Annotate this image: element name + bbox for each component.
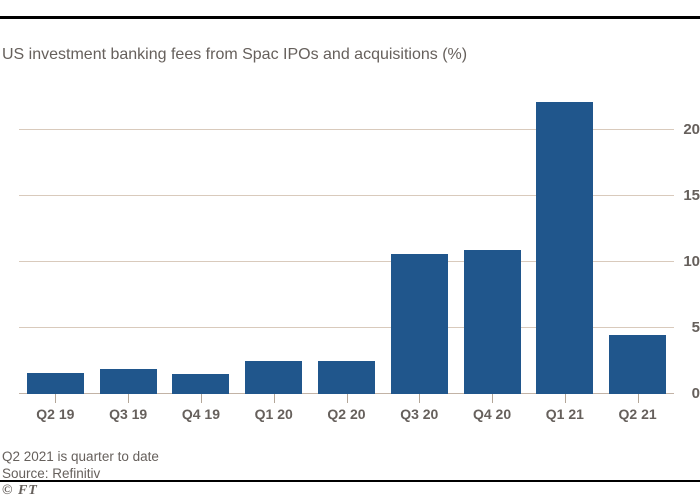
bar-q2-21 xyxy=(609,334,667,394)
plot-area: 0 5 10 15 20 Q2 19 Q3 19 Q4 19 Q1 20 Q2 20 Q3 20 Q4… xyxy=(19,95,700,422)
chart-title: US investment banking fees from Spac IPO… xyxy=(2,46,468,63)
bar-q1-21 xyxy=(536,102,594,394)
y-axis-label: 5 xyxy=(691,319,700,336)
x-axis-tick xyxy=(55,394,57,403)
y-axis-label: 0 xyxy=(691,385,700,402)
footnote: Q2 2021 is quarter to date xyxy=(2,449,159,464)
source-label: Source: Refinitiv xyxy=(2,466,101,481)
x-axis-label: Q3 20 xyxy=(400,406,439,422)
x-axis-label: Q1 20 xyxy=(254,406,293,422)
gridline xyxy=(19,327,674,328)
x-axis-tick xyxy=(564,394,566,403)
x-axis-tick xyxy=(419,394,421,403)
ft-credit: © FT xyxy=(2,483,38,498)
bar-q2-20 xyxy=(318,361,375,394)
bar-q4-19 xyxy=(172,374,230,394)
bar-q1-20 xyxy=(245,361,303,394)
bar-q4-20 xyxy=(463,250,521,394)
y-axis-label: 20 xyxy=(683,120,700,138)
x-axis-tick xyxy=(273,394,275,403)
x-axis-tick xyxy=(128,394,130,403)
top-rule xyxy=(0,16,700,19)
x-axis-label: Q3 19 xyxy=(109,406,148,422)
x-axis-label: Q2 19 xyxy=(36,406,75,422)
y-axis-label: 10 xyxy=(683,253,700,270)
x-axis-label: Q4 20 xyxy=(472,406,512,422)
x-axis-label: Q2 21 xyxy=(618,406,657,422)
y-axis-label: 15 xyxy=(683,187,700,204)
gridline xyxy=(19,128,674,130)
x-axis-tick xyxy=(492,394,494,403)
gridline xyxy=(19,261,674,262)
bar-q2-19 xyxy=(26,372,84,394)
x-axis-tick xyxy=(346,394,348,403)
gridline xyxy=(19,195,674,196)
x-axis-tick xyxy=(200,394,202,403)
bar-q3-20 xyxy=(390,254,448,394)
x-axis-label: Q4 19 xyxy=(181,406,220,422)
x-axis-label: Q2 20 xyxy=(327,406,366,422)
bottom-rule xyxy=(0,480,700,482)
x-axis-label: Q1 21 xyxy=(545,406,584,422)
x-axis-tick xyxy=(637,394,639,403)
bar-q3-19 xyxy=(99,368,157,394)
